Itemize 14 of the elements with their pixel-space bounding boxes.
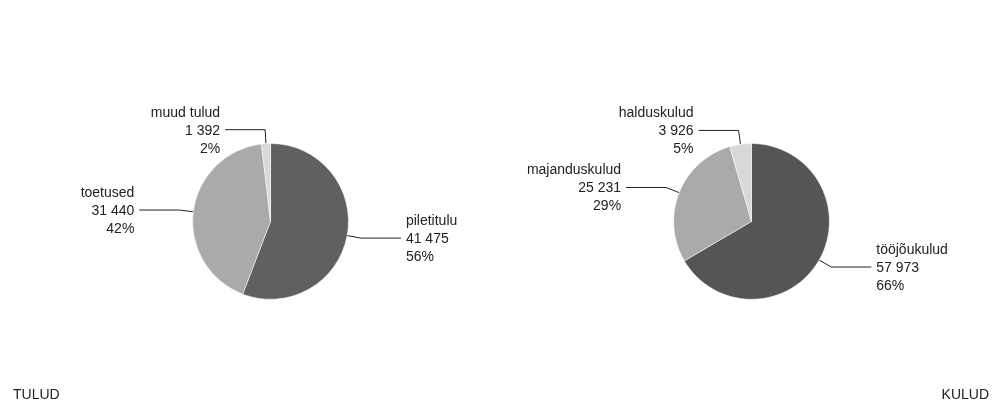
slice-label: halduskulud — [618, 104, 694, 121]
slice-label: muud tulud — [150, 103, 221, 120]
data-label: 1 392 2% — [185, 121, 221, 156]
text: KULUD — [941, 386, 990, 402]
data-label: 41 475 56% — [405, 230, 449, 265]
slice-label: majanduskulud — [526, 161, 622, 178]
data-label: 25 231 29% — [578, 179, 622, 214]
text: TULUD — [13, 386, 60, 402]
slice-label: tööjõukulud — [876, 241, 948, 258]
data-label: 31 440 42% — [91, 202, 135, 237]
slice-label: toetused — [80, 184, 135, 201]
data-label: 3 926 5% — [658, 122, 694, 157]
slice-label: piletitulu — [405, 212, 458, 229]
data-label: 57 973 66% — [876, 259, 920, 294]
